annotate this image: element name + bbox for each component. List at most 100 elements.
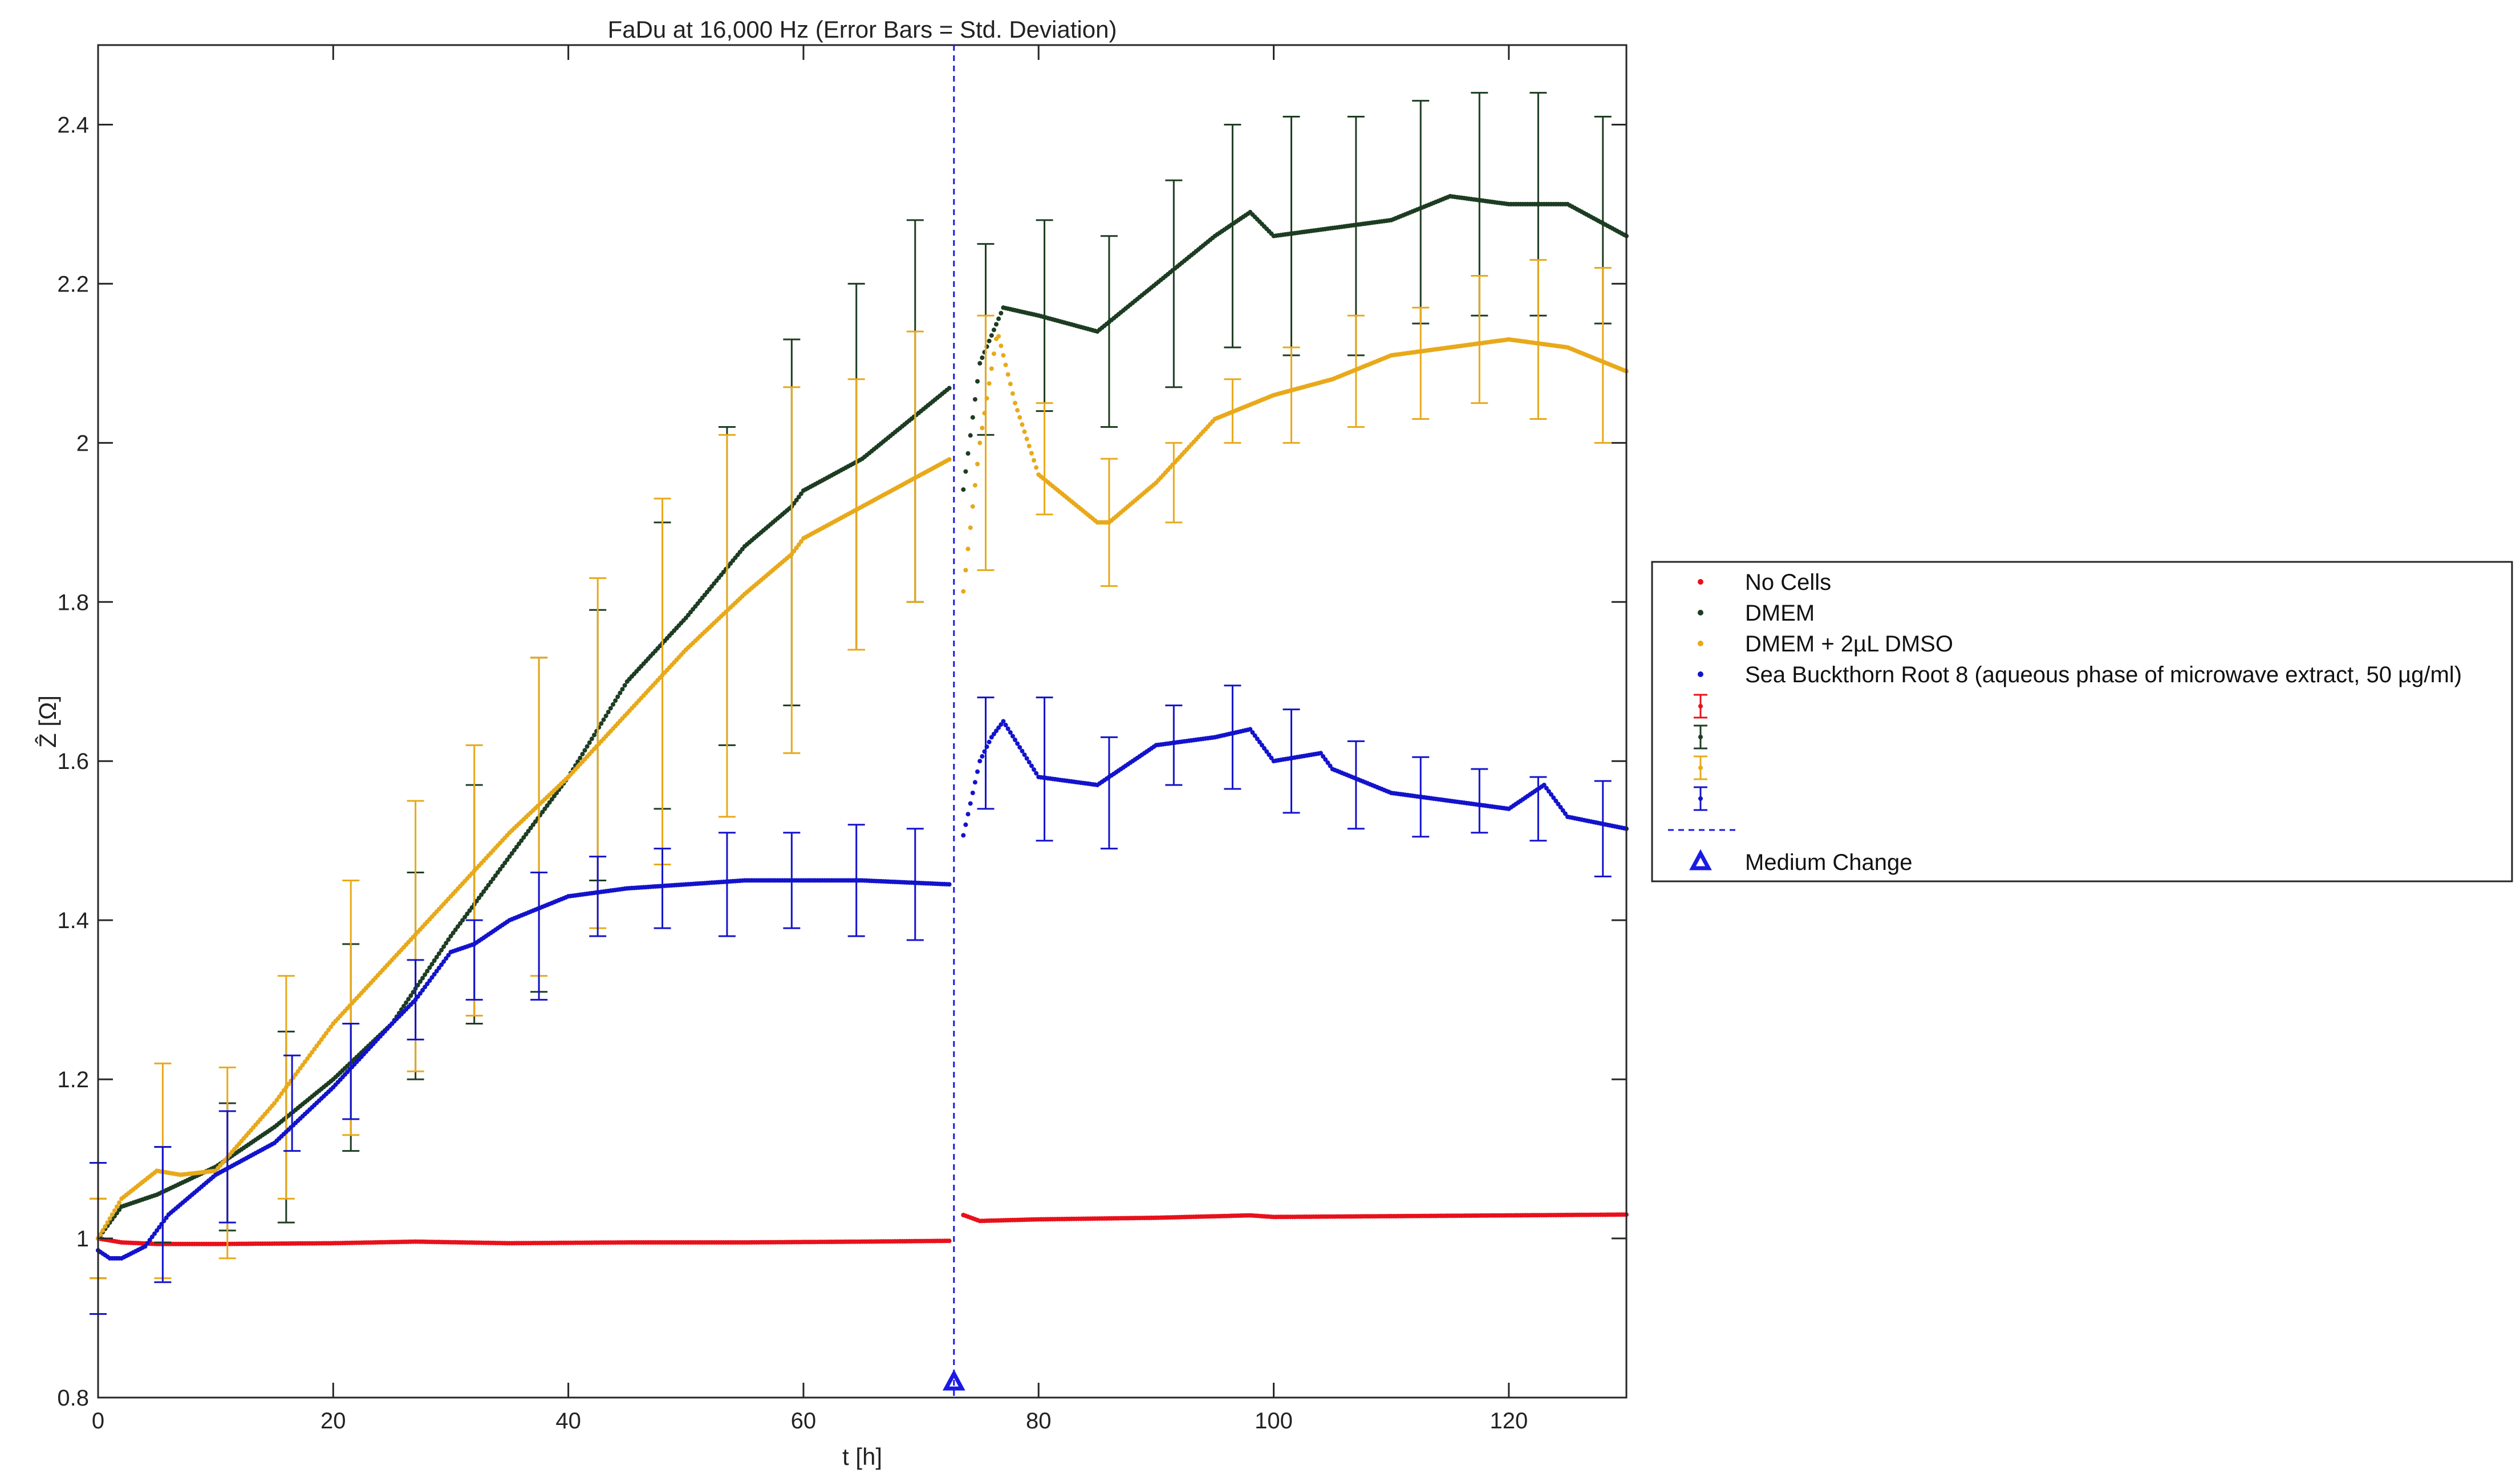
data-point xyxy=(1008,730,1013,735)
data-point xyxy=(1032,458,1036,463)
x-tick-label: 120 xyxy=(1490,1408,1528,1434)
data-point xyxy=(975,769,980,774)
data-point xyxy=(533,819,538,824)
legend-marker-no_cells xyxy=(1698,579,1703,585)
error-bar xyxy=(530,871,548,1001)
error-bar xyxy=(977,697,995,810)
x-tick-label: 20 xyxy=(320,1408,346,1434)
data-point xyxy=(286,1082,291,1087)
data-point xyxy=(798,539,804,544)
data-point xyxy=(1024,756,1029,761)
data-point xyxy=(1015,741,1020,746)
data-point xyxy=(298,1066,303,1071)
data-point xyxy=(947,882,952,887)
data-point xyxy=(423,985,428,990)
data-point xyxy=(551,793,557,799)
data-point xyxy=(963,568,968,573)
data-point xyxy=(1015,408,1020,413)
data-point xyxy=(446,937,451,942)
data-point xyxy=(493,873,498,878)
data-point xyxy=(798,491,804,496)
y-tick-label: 2.4 xyxy=(57,112,89,137)
y-tick-label: 2 xyxy=(76,431,89,456)
data-point xyxy=(1010,734,1015,739)
legend-label-dmso: DMEM + 2µL DMSO xyxy=(1745,631,1953,657)
legend-errorbar-dot xyxy=(1698,704,1703,708)
data-point xyxy=(1001,719,1006,724)
data-point xyxy=(436,965,441,970)
series-no_cells xyxy=(96,1212,1629,1246)
data-point xyxy=(549,797,554,802)
data-point xyxy=(321,1034,326,1039)
y-tick-label: 0.8 xyxy=(57,1386,89,1411)
data-point xyxy=(1013,400,1017,406)
data-point xyxy=(994,322,999,327)
legend-label-no_cells: No Cells xyxy=(1745,570,1831,595)
data-point xyxy=(608,706,613,711)
error-bar xyxy=(1347,314,1365,428)
data-point xyxy=(1003,723,1008,727)
y-tick-label: 1.4 xyxy=(57,908,89,933)
error-bar xyxy=(407,959,424,1040)
data-point xyxy=(147,1237,152,1242)
data-point xyxy=(991,327,996,333)
data-point xyxy=(305,1056,310,1061)
data-point xyxy=(1001,353,1006,358)
data-point xyxy=(521,835,526,840)
data-point xyxy=(996,725,1001,730)
y-axis-label: Ẑ [Ω] xyxy=(34,695,61,748)
data-point xyxy=(961,833,966,838)
data-point xyxy=(578,755,583,760)
error-bar xyxy=(342,1022,360,1120)
data-point xyxy=(417,979,423,984)
x-tick-label: 80 xyxy=(1026,1408,1052,1434)
data-point xyxy=(117,1207,122,1212)
data-point xyxy=(968,433,973,438)
data-point xyxy=(507,854,512,859)
data-point xyxy=(961,487,966,492)
data-point xyxy=(277,1094,282,1099)
data-point xyxy=(314,1043,319,1048)
error-bar xyxy=(1100,736,1118,850)
legend-errorbar-dmso xyxy=(1694,755,1707,780)
data-point xyxy=(272,1101,277,1106)
data-point xyxy=(1262,746,1267,751)
data-point xyxy=(444,941,449,946)
data-point xyxy=(1553,799,1559,803)
data-point xyxy=(1005,726,1011,731)
error-bar xyxy=(1471,768,1488,834)
data-point xyxy=(977,440,983,446)
data-point xyxy=(599,721,604,726)
error-bar xyxy=(718,832,736,937)
x-tick-label: 0 xyxy=(92,1408,104,1434)
data-point xyxy=(420,987,425,993)
data-point xyxy=(996,316,1001,321)
data-point xyxy=(427,978,432,983)
data-point xyxy=(999,343,1004,349)
error-bar xyxy=(1283,708,1300,814)
data-point xyxy=(1269,755,1274,760)
data-point xyxy=(105,1220,110,1225)
error-bar xyxy=(977,314,995,572)
data-point xyxy=(143,1244,148,1249)
data-point xyxy=(1013,738,1017,742)
data-point xyxy=(420,975,425,981)
data-point xyxy=(987,338,992,343)
data-point xyxy=(293,1072,298,1077)
data-point xyxy=(965,451,971,456)
data-point xyxy=(1026,760,1032,765)
error-bar xyxy=(783,832,801,929)
data-point xyxy=(1029,763,1034,768)
data-point xyxy=(1024,436,1029,442)
data-point xyxy=(792,549,797,553)
data-point xyxy=(279,1091,284,1096)
data-point xyxy=(415,983,420,987)
data-point xyxy=(1003,362,1008,367)
data-point xyxy=(467,908,472,913)
data-point xyxy=(994,728,999,734)
data-point xyxy=(547,800,552,805)
legend-entries: No Cells DMEM DMEM + 2µL DMSO Sea Buckthorn… xyxy=(1668,570,2462,875)
data-point xyxy=(498,866,502,872)
data-point xyxy=(300,1063,305,1067)
y-tick-label: 1.6 xyxy=(57,749,89,774)
